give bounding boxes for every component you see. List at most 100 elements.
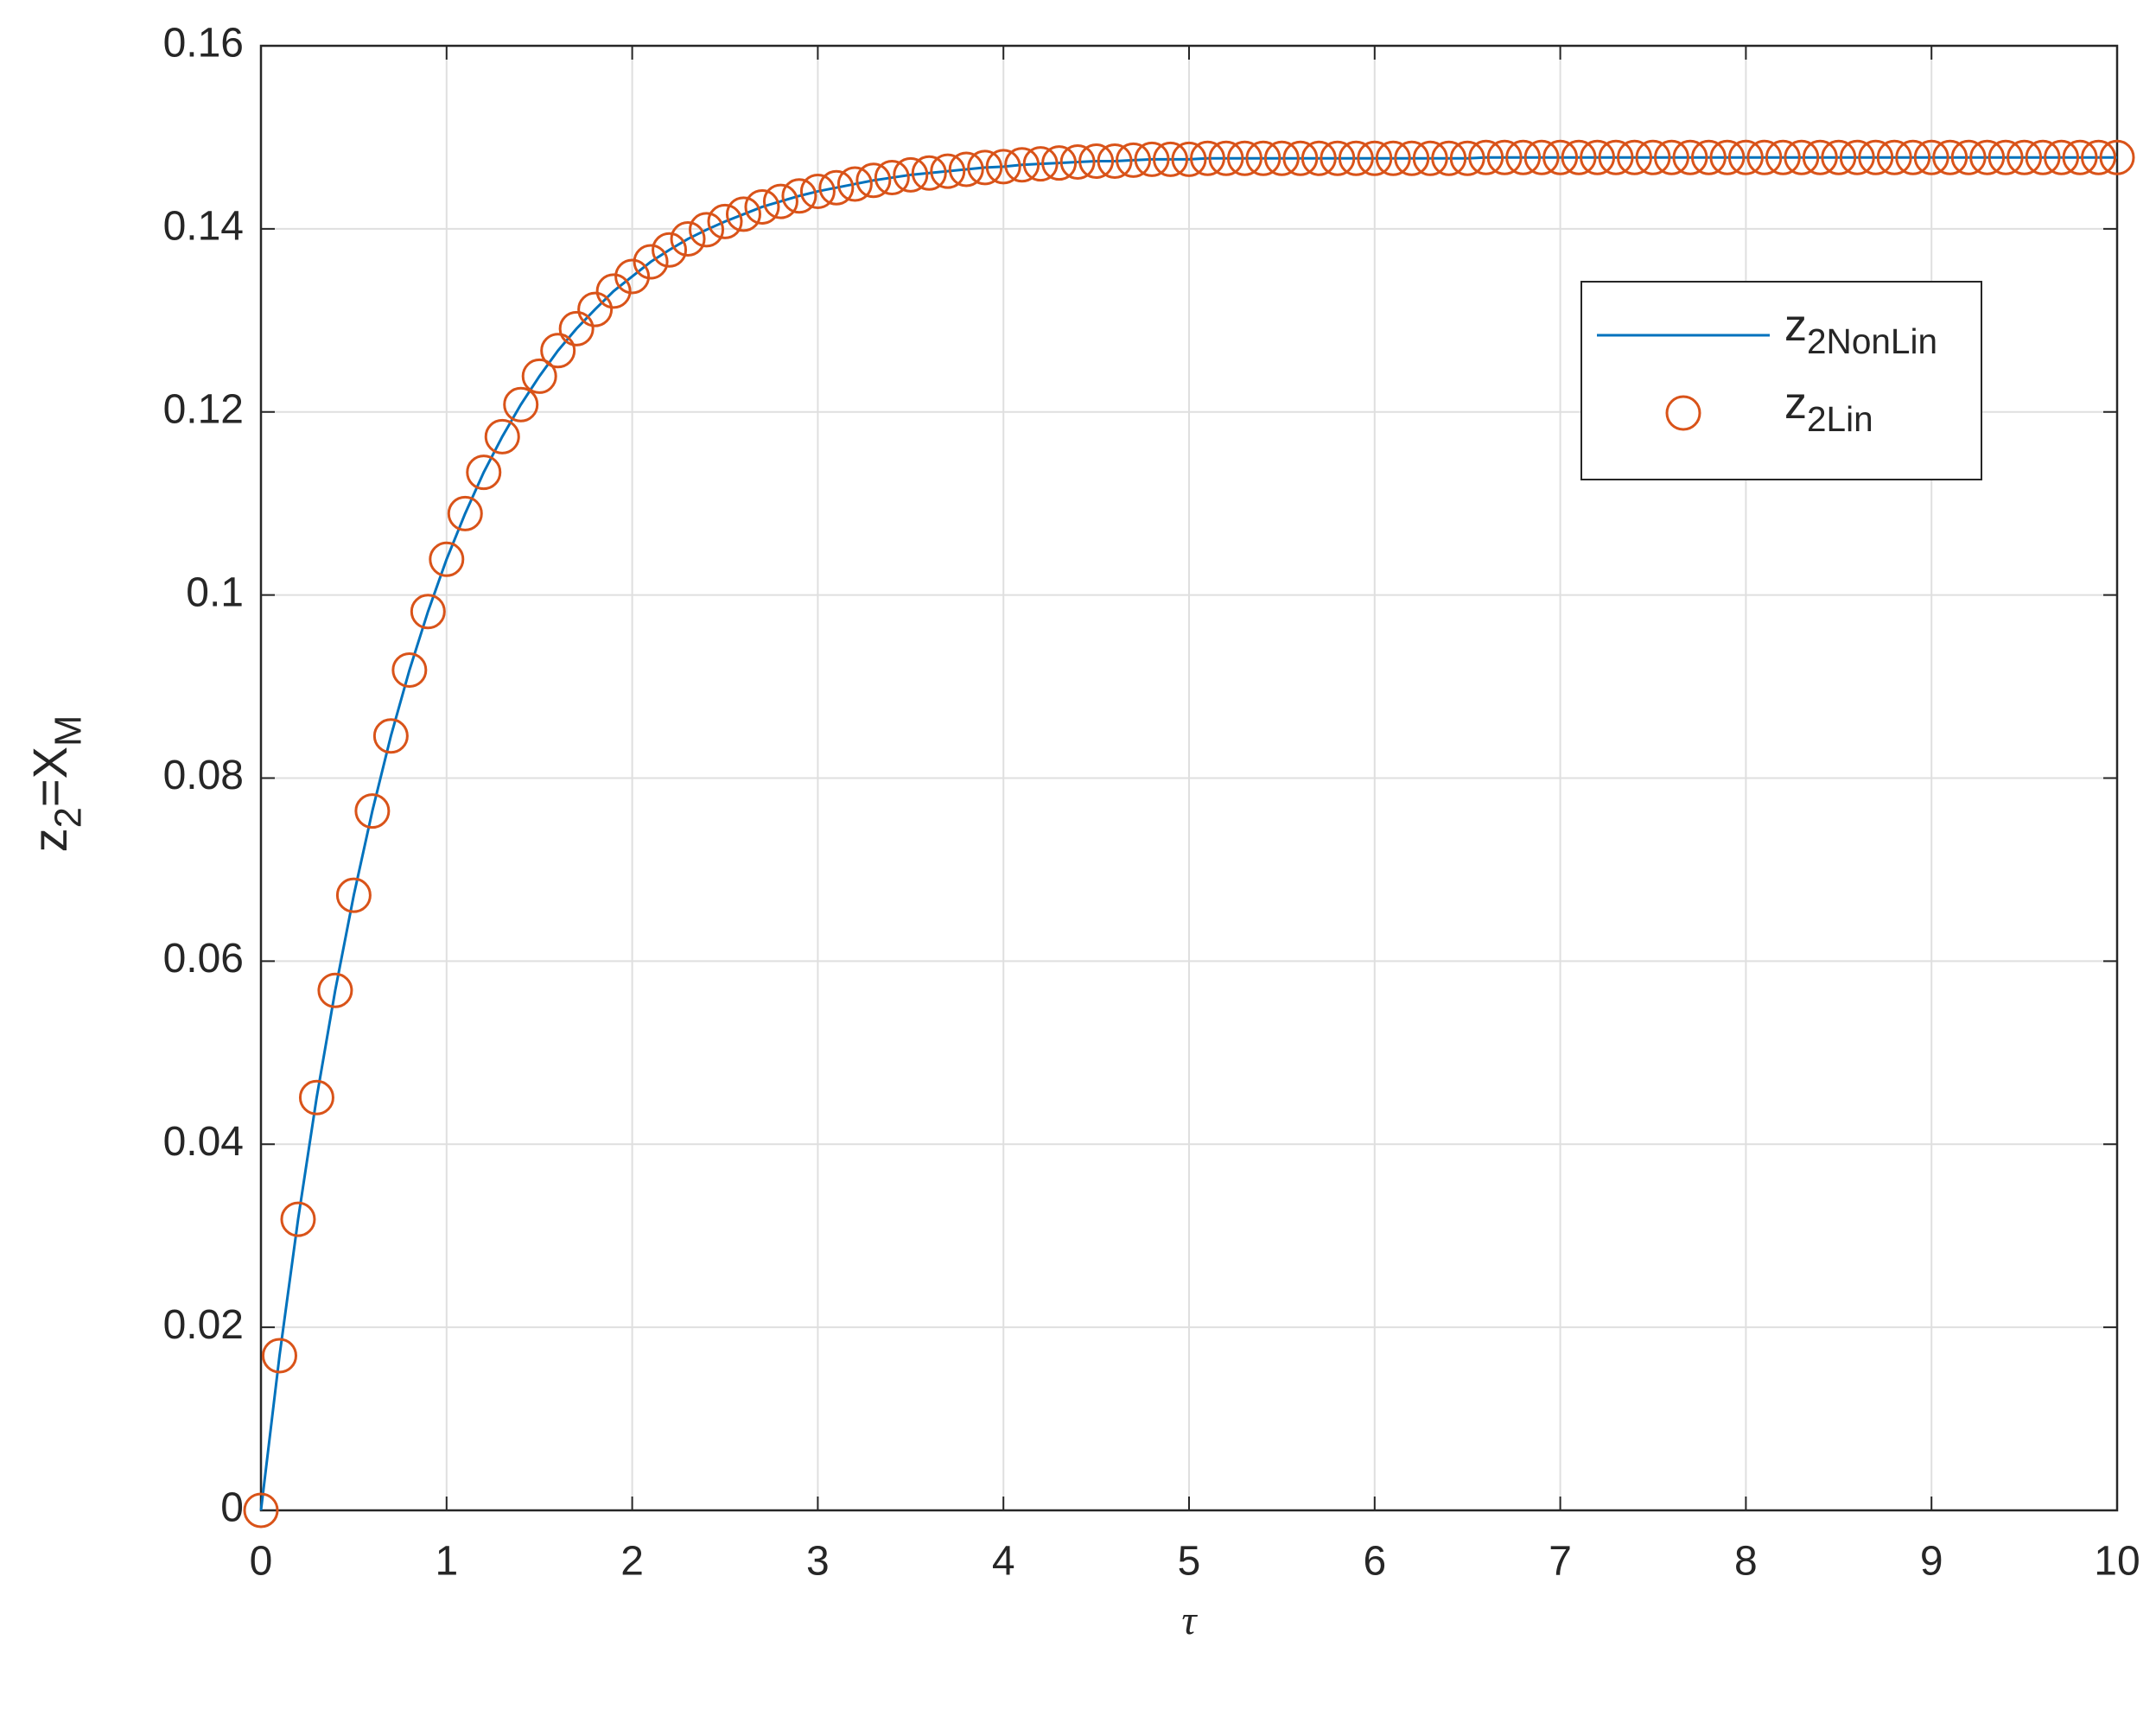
data-point [911,155,947,191]
data-point [1245,140,1282,176]
legend-swatch [1665,395,1701,431]
data-point [1022,146,1059,182]
data-point [1932,139,1968,175]
data-point [1542,139,1579,175]
data-point [1134,141,1170,177]
data-point [1505,139,1542,175]
data-point [503,386,539,423]
data-point [1913,139,1949,175]
data-point [1226,140,1262,176]
data-point [1041,145,1078,181]
data-point [521,358,557,394]
x-tick-label: 3 [806,1539,830,1585]
data-point [689,212,725,248]
x-tick-label: 10 [2094,1539,2140,1585]
data-point [1653,139,1689,175]
x-axis-label: τ [1181,1598,1198,1643]
y-tick-label: 0.08 [163,753,244,798]
x-tick-label: 2 [620,1539,644,1585]
data-point [874,160,910,196]
data-point [1449,140,1485,176]
data-point [1580,139,1616,175]
data-point [447,495,483,531]
data-point [2099,139,2135,175]
x-tick-label: 0 [250,1539,273,1585]
data-point [893,156,929,193]
data-point [707,203,743,239]
data-point [1301,140,1337,176]
x-tick-label: 8 [1734,1539,1758,1585]
data-point [2007,139,2043,175]
data-point [1672,139,1708,175]
data-point [1839,139,1875,175]
data-point [558,310,595,346]
data-point [1969,139,2006,175]
data-point [1821,139,1857,175]
data-point [298,1079,334,1115]
plot-frame [259,44,2119,1512]
data-point [1078,143,1115,179]
data-point [1784,139,1820,175]
data-point [1153,141,1189,177]
data-point [1338,140,1374,176]
y-tick-label: 0.16 [163,21,244,67]
data-point [540,333,576,369]
data-point [985,149,1021,185]
data-point [2044,139,2080,175]
y-tick-label: 0.06 [163,936,244,982]
data-point [429,541,465,577]
data-point [1858,139,1894,175]
data-point [1375,140,1411,176]
data-point [466,454,502,491]
data-point [2062,139,2098,175]
data-point [1320,140,1356,176]
data-point [1802,139,1838,175]
data-point [372,718,409,754]
x-tick-label: 1 [435,1539,458,1585]
data-point [1561,139,1597,175]
data-point [484,418,520,454]
data-point [1431,140,1467,176]
data-point [1690,139,1727,175]
data-point [280,1201,316,1237]
x-tick-label: 9 [1920,1539,1943,1585]
data-point [633,244,669,280]
y-axis-label: z2=XM [22,715,89,853]
data-point [1523,139,1560,175]
y-tick-label: 0.1 [186,569,244,615]
y-tick-label: 0.12 [163,386,244,432]
data-point [1116,142,1152,178]
data-point [1876,139,1912,175]
data-point [1765,139,1801,175]
data-point [1412,140,1448,176]
data-point [335,877,372,913]
data-point [243,1492,279,1529]
data-point [1394,140,1430,176]
data-point [967,149,1003,186]
data-point [818,169,855,206]
data-point [1617,139,1653,175]
data-point [1171,141,1207,177]
x-tick-label: 6 [1363,1539,1386,1585]
data-point [930,153,966,189]
data-point [1468,139,1504,175]
data-point [317,972,353,1008]
data-point [1709,139,1746,175]
data-point [781,178,817,214]
data-point [1598,139,1634,175]
data-point [410,594,446,630]
data-point [1263,140,1300,176]
data-point [391,651,428,688]
data-point [1282,140,1319,176]
data-point [855,162,892,199]
data-point [799,173,836,209]
data-point [652,232,688,268]
data-point [1895,139,1931,175]
legend-label: z2Lin [1784,378,1873,439]
y-tick-label: 0.14 [163,204,244,250]
data-point [1746,139,1783,175]
data-point [1727,139,1764,175]
